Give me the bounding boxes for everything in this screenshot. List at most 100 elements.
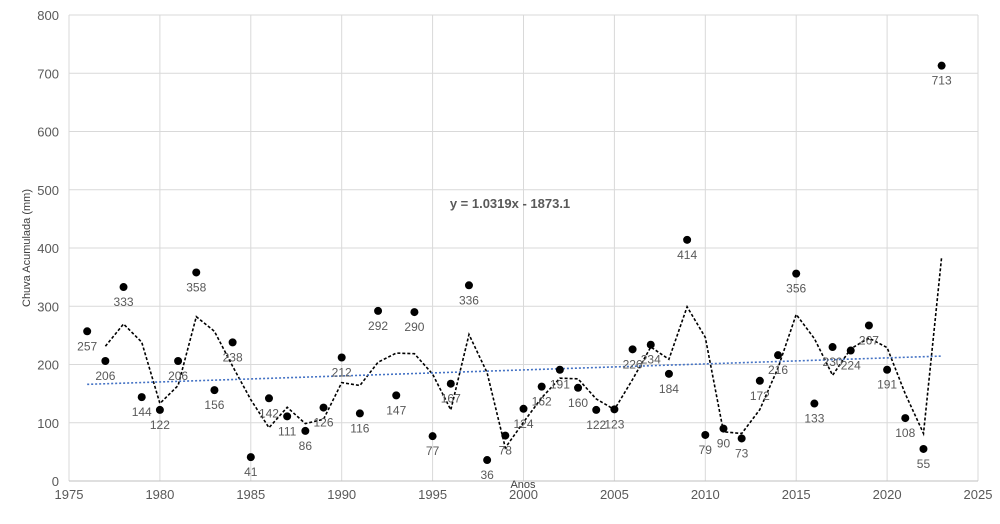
data-label: 206 (168, 369, 188, 383)
data-point (937, 61, 946, 70)
data-point (501, 431, 510, 440)
data-label: 713 (932, 74, 952, 88)
data-point (446, 379, 455, 388)
data-label: 142 (259, 406, 279, 420)
y-tick-label: 700 (37, 66, 59, 81)
data-label: 108 (895, 426, 915, 440)
x-tick-label: 1975 (55, 487, 84, 502)
trendline-layer (87, 355, 942, 386)
y-tick-label: 500 (37, 183, 59, 198)
data-point (483, 456, 492, 465)
data-point (810, 399, 819, 408)
y-tick-label: 0 (52, 474, 59, 489)
data-label: 267 (859, 333, 879, 347)
x-tick-label: 2005 (600, 487, 629, 502)
data-point (537, 382, 546, 391)
data-label: 167 (441, 392, 461, 406)
x-tick-label: 1995 (418, 487, 447, 502)
x-tick-label: 2025 (964, 487, 993, 502)
data-label: 162 (532, 395, 552, 409)
data-point (846, 346, 855, 355)
x-tick-label: 1985 (236, 487, 265, 502)
data-point (701, 430, 710, 439)
y-tick-label: 200 (37, 358, 59, 373)
data-label: 191 (550, 378, 570, 392)
data-point (774, 351, 783, 360)
data-label: 41 (244, 465, 258, 479)
data-point (246, 453, 255, 462)
data-label: 257 (77, 339, 97, 353)
data-point (683, 235, 692, 244)
x-tick-label: 2010 (691, 487, 720, 502)
data-point (428, 432, 437, 441)
data-point (319, 403, 328, 412)
data-point (737, 434, 746, 443)
data-point (192, 268, 201, 277)
data-point (901, 414, 910, 423)
data-label: 73 (735, 446, 749, 460)
data-label: 122 (586, 418, 606, 432)
data-label: 122 (150, 418, 170, 432)
data-point (628, 345, 637, 354)
data-label: 414 (677, 248, 697, 262)
y-tick-label: 800 (37, 8, 59, 23)
data-label: 234 (641, 353, 661, 367)
data-label: 36 (480, 468, 494, 482)
data-labels: 2572063331441222063581562384114211186126… (77, 74, 952, 482)
data-label: 172 (750, 389, 770, 403)
data-point (155, 405, 164, 414)
data-label: 206 (95, 369, 115, 383)
y-tick-label: 300 (37, 299, 59, 314)
data-point (301, 426, 310, 435)
data-label: 147 (386, 403, 406, 417)
data-label: 156 (204, 398, 224, 412)
data-label: 358 (186, 280, 206, 294)
data-points (83, 61, 946, 465)
data-label: 124 (513, 417, 533, 431)
data-label: 184 (659, 382, 679, 396)
data-label: 78 (499, 444, 513, 458)
data-point (646, 340, 655, 349)
x-tick-label: 2020 (873, 487, 902, 502)
data-point (83, 327, 92, 336)
data-label: 160 (568, 396, 588, 410)
data-label: 230 (823, 355, 843, 369)
data-point (283, 412, 292, 421)
data-point (864, 321, 873, 330)
data-point (337, 353, 346, 362)
data-label: 336 (459, 293, 479, 307)
data-point (374, 306, 383, 315)
data-point (137, 393, 146, 402)
data-label: 238 (223, 350, 243, 364)
data-label: 133 (804, 412, 824, 426)
data-point (264, 394, 273, 403)
axes: 1975 1980 1985 1990 1995 2000 2005 2010 2015 2020… (37, 8, 992, 502)
data-point (101, 357, 110, 366)
x-tick-label: 1990 (327, 487, 356, 502)
x-tick-label: 2015 (782, 487, 811, 502)
data-label: 216 (768, 363, 788, 377)
data-label: 356 (786, 282, 806, 296)
data-label: 226 (623, 357, 643, 371)
data-point (119, 283, 128, 292)
x-axis-title: Anos (510, 479, 536, 491)
data-point (574, 383, 583, 392)
data-label: 144 (132, 405, 152, 419)
data-label: 86 (299, 439, 313, 453)
data-label: 77 (426, 444, 440, 458)
data-point (464, 281, 473, 290)
data-point (883, 365, 892, 374)
data-label: 111 (278, 424, 297, 438)
data-point (719, 424, 728, 433)
y-tick-label: 600 (37, 125, 59, 140)
data-point (555, 365, 564, 374)
data-point (828, 343, 837, 352)
data-label: 191 (877, 378, 897, 392)
data-point (592, 405, 601, 414)
y-axis-title: Chuva Acumulada (mm) (21, 189, 33, 307)
data-label: 212 (332, 366, 352, 380)
data-label: 90 (717, 437, 731, 451)
data-label: 292 (368, 319, 388, 333)
data-point (919, 444, 928, 453)
